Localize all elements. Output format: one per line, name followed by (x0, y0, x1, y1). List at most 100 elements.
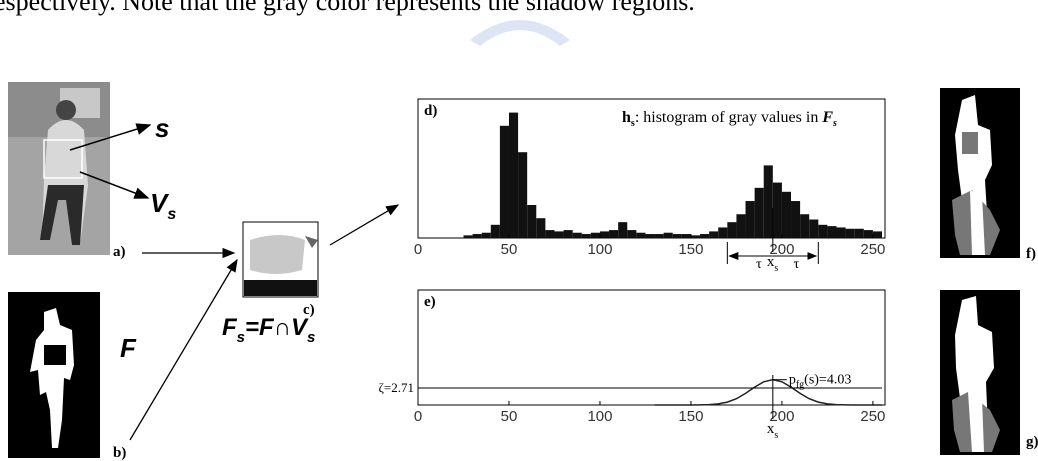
peak-suffix: (s)=4.03 (804, 373, 851, 388)
s-label: s (155, 113, 169, 143)
watermark (470, 20, 570, 46)
formula-part: =F∩V (245, 314, 309, 341)
x-tick-label: 50 (501, 241, 518, 258)
xs-label: xs (767, 254, 779, 274)
hist-bar (499, 125, 509, 238)
panel-b: F b) (8, 292, 137, 461)
vs-main: V (150, 188, 170, 218)
formula-part: F (222, 314, 238, 341)
xs-sub: s (774, 430, 778, 441)
x-tick-label: 150 (678, 241, 703, 258)
hist-bar (563, 230, 573, 238)
hist-bar (700, 234, 710, 238)
panel-label: a) (113, 244, 126, 260)
title-part: : histogram of gray values in (635, 109, 823, 126)
panel-label: d) (424, 103, 437, 119)
hist-bar (554, 231, 564, 238)
hist-bar (508, 112, 519, 238)
hist-bar (627, 230, 637, 238)
panel-label: c) (303, 302, 315, 318)
hist-bar (845, 228, 855, 238)
formula-sub: s (307, 329, 315, 346)
panel-label: f) (1026, 246, 1036, 262)
hist-bar (645, 234, 655, 238)
chart-frame (417, 289, 886, 406)
header-text: espectively. Note that the gray color re… (0, 0, 695, 16)
hist-bar (836, 227, 846, 238)
title-sub: s (631, 118, 635, 129)
x-tick-label: 250 (860, 241, 885, 258)
hist-bar (818, 224, 828, 238)
title-sub: s (832, 118, 837, 129)
hist-bar (490, 224, 500, 238)
hist-bar (681, 234, 691, 238)
hist-bar (772, 182, 782, 238)
hist-bar (709, 231, 719, 238)
panel-f: f) (940, 88, 1036, 262)
x-tick-label: 100 (587, 241, 612, 258)
x-tick-label: 150 (678, 408, 703, 425)
x-tick-label: 100 (587, 408, 612, 425)
hist-bar (527, 205, 537, 238)
peak-label: pfg(s)=4.03 (789, 373, 852, 391)
hist-bar (800, 214, 810, 238)
threshold-label: ζ=2.71 (379, 380, 414, 395)
hist-bar (690, 235, 701, 238)
x-tick-label: 50 (501, 408, 518, 425)
hist-bar (727, 222, 737, 238)
title-part: F (821, 109, 833, 126)
hist-bar (581, 234, 591, 238)
formula: Fs=F∩Vs (222, 314, 315, 346)
hist-bar (545, 230, 555, 238)
hist-bar (472, 234, 482, 238)
vs-sub: s (167, 206, 176, 223)
panel-c: c) Fs=F∩Vs (222, 221, 319, 346)
hist-bar (654, 234, 664, 238)
hist-bar (736, 214, 746, 238)
x-tick-label: 200 (769, 241, 794, 258)
f-label: F (120, 333, 137, 363)
tau-label: τ (756, 257, 762, 272)
vs-label: Vs (150, 188, 176, 223)
hist-bar (636, 232, 646, 238)
hist-bar (854, 228, 864, 238)
hist-bar (481, 232, 491, 238)
hist-bar (609, 230, 619, 238)
chart-title: hs: histogram of gray values in Fs (622, 109, 837, 129)
panel-g: g) (940, 290, 1038, 455)
hist-bar (590, 232, 600, 238)
hist-bar (672, 234, 682, 238)
panel-label: b) (113, 445, 126, 461)
pdf-curve (654, 378, 882, 406)
hist-bar (791, 201, 801, 238)
xs-sub: s (774, 263, 778, 274)
xs-label: xs (767, 421, 779, 441)
hist-bar (663, 232, 673, 238)
hist-bar (718, 227, 728, 238)
hist-bar (599, 231, 610, 238)
hist-bar (572, 232, 582, 238)
formula-sub: s (237, 329, 245, 346)
hist-bar (463, 235, 473, 238)
x-tick-label: 0 (414, 241, 422, 258)
x-tick-label: 0 (414, 408, 422, 425)
xs-main: x (767, 254, 775, 270)
hist-bar (827, 226, 837, 238)
hist-bar (518, 152, 528, 238)
hist-bar (781, 191, 792, 238)
hist-bar (809, 219, 819, 238)
hist-bar (763, 165, 773, 238)
hist-bar (745, 201, 755, 238)
hist-bar (872, 231, 882, 238)
peak-main: p (789, 373, 796, 388)
panel-a: s Vs a) (8, 82, 176, 260)
hist-bar (863, 230, 873, 238)
hist-bar (754, 187, 764, 238)
tau-label: τ (794, 257, 800, 272)
title-part: h (622, 109, 631, 126)
panel-label: e) (424, 294, 436, 310)
xs-main: x (767, 421, 775, 437)
x-tick-label: 200 (769, 408, 794, 425)
panel-label: g) (1026, 434, 1038, 450)
